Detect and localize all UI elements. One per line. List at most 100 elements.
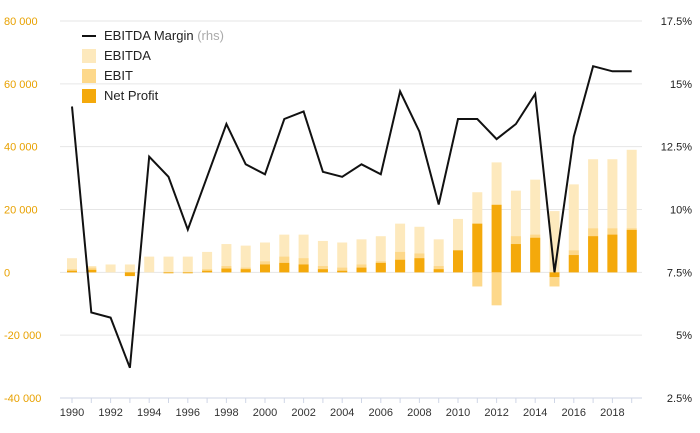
ebitda-bar bbox=[202, 251, 213, 273]
ebit-bar bbox=[491, 272, 502, 306]
net-profit-bar bbox=[279, 262, 290, 273]
x-tick-label: 1996 bbox=[176, 407, 200, 419]
net-profit-bar bbox=[607, 234, 618, 273]
net-profit-bar bbox=[86, 269, 97, 273]
ebitda-bar bbox=[356, 239, 367, 273]
legend-label-net-profit-bar: Net Profit bbox=[104, 88, 159, 103]
x-tick-label: 2006 bbox=[369, 407, 393, 419]
ebitda-bar bbox=[433, 239, 444, 273]
y-right-tick-label: 12.5% bbox=[661, 142, 692, 154]
net-profit-bar bbox=[298, 264, 309, 273]
ebitda-bar bbox=[375, 236, 386, 273]
net-profit-bar bbox=[182, 272, 193, 274]
net-profit-bar bbox=[202, 270, 213, 273]
ebitda-bar bbox=[163, 256, 174, 273]
x-tick-label: 1998 bbox=[214, 407, 238, 419]
ebitda-bar bbox=[298, 234, 309, 273]
x-tick-label: 2018 bbox=[600, 407, 624, 419]
ebit-bar bbox=[472, 272, 483, 287]
x-tick-label: 2010 bbox=[446, 407, 470, 419]
y-left-tick-label: 40 000 bbox=[4, 142, 38, 154]
bar-marks bbox=[67, 149, 637, 306]
net-profit-bar bbox=[472, 223, 483, 273]
x-tick-label: 2002 bbox=[291, 407, 315, 419]
ebitda-bar bbox=[240, 245, 251, 273]
ebitda-margin-line bbox=[71, 64, 632, 369]
ebitda-bar bbox=[549, 211, 560, 273]
net-profit-bar bbox=[453, 250, 463, 273]
ebitda-bar bbox=[626, 149, 637, 273]
ebit-bar bbox=[433, 266, 444, 273]
x-tick-label: 2016 bbox=[562, 407, 586, 419]
ebitda-bar bbox=[530, 179, 541, 273]
y-right-tick-label: 2.5% bbox=[667, 393, 692, 405]
net-profit-bar bbox=[356, 267, 367, 273]
ebitda-bar bbox=[260, 242, 270, 273]
ebitda-bar bbox=[607, 159, 618, 273]
net-profit-bar bbox=[317, 269, 328, 273]
y-left-tick-label: -40 000 bbox=[4, 393, 41, 405]
ebitda-bar bbox=[105, 264, 116, 273]
net-profit-bar bbox=[530, 237, 541, 273]
ebitda-bar bbox=[124, 264, 135, 273]
x-tick-label: 2004 bbox=[330, 407, 354, 419]
y-right-tick-label: 15% bbox=[670, 79, 692, 91]
net-profit-bar bbox=[588, 236, 599, 273]
net-profit-bar bbox=[549, 272, 560, 278]
ebitda-bar bbox=[510, 190, 521, 273]
y-left-tick-label: 20 000 bbox=[4, 205, 38, 217]
x-tick-label: 1990 bbox=[60, 407, 84, 419]
x-tick-label: 1994 bbox=[137, 407, 161, 419]
legend-label-ebit-bar: EBIT bbox=[104, 68, 133, 83]
y-right-tick-label: 7.5% bbox=[667, 267, 692, 279]
net-profit-bar bbox=[375, 262, 386, 273]
y-right-tick-label: 17.5% bbox=[661, 16, 692, 28]
x-tick-label: 2000 bbox=[253, 407, 277, 419]
y-left-tick-label: -20 000 bbox=[4, 330, 41, 342]
legend-label-suffix: (rhs) bbox=[197, 28, 224, 43]
ebitda-bar bbox=[414, 226, 425, 273]
net-profit-bar bbox=[626, 229, 637, 273]
legend-swatch-ebitda-bar bbox=[82, 49, 96, 63]
ebitda-bar bbox=[144, 256, 155, 273]
ebitda-bar bbox=[453, 218, 463, 273]
ebit-bar bbox=[337, 267, 348, 273]
net-profit-bar bbox=[163, 272, 174, 274]
ebitda-bar bbox=[67, 258, 77, 273]
ebitda-bar bbox=[221, 244, 232, 273]
ebitda-bar bbox=[588, 159, 599, 273]
net-profit-bar bbox=[433, 269, 444, 273]
y-left-tick-label: 60 000 bbox=[4, 79, 38, 91]
legend-label-ebitda-bar: EBITDA bbox=[104, 48, 151, 63]
y-left-tick-label: 0 bbox=[4, 267, 10, 279]
x-tick-label: 1992 bbox=[98, 407, 122, 419]
x-tick-label: 2012 bbox=[484, 407, 508, 419]
net-profit-bar bbox=[510, 244, 521, 273]
x-tick-label: 2008 bbox=[407, 407, 431, 419]
net-profit-bar bbox=[124, 272, 135, 277]
ebit-bar bbox=[549, 272, 560, 287]
ebitda-bar bbox=[568, 184, 579, 273]
margin-line-layer bbox=[71, 64, 632, 369]
ebitda-bar bbox=[279, 234, 290, 273]
net-profit-bar bbox=[240, 269, 251, 273]
y-right-tick-label: 10% bbox=[670, 205, 692, 217]
net-profit-bar bbox=[221, 268, 232, 273]
y-right-tick-label: 5% bbox=[676, 330, 692, 342]
net-profit-bar bbox=[568, 255, 579, 273]
net-profit-bar bbox=[337, 270, 348, 273]
net-profit-bar bbox=[491, 204, 502, 273]
net-profit-bar bbox=[414, 258, 425, 273]
y-left-tick-label: 80 000 bbox=[4, 16, 38, 28]
net-profit-bar bbox=[395, 259, 406, 273]
x-tick-label: 2014 bbox=[523, 407, 547, 419]
net-profit-bar bbox=[67, 270, 77, 273]
axes: -40 000 -20 000 0 20 000 40 000 60 000 80 000 2… bbox=[4, 16, 692, 419]
ebit-bar bbox=[317, 266, 328, 273]
legend: EBITDA Margin (rhs) EBITDA EBIT Net Profit bbox=[82, 28, 224, 103]
legend-label-text: EBITDA Margin bbox=[104, 28, 197, 43]
gridlines bbox=[60, 20, 642, 399]
ebitda-bar bbox=[317, 240, 328, 273]
